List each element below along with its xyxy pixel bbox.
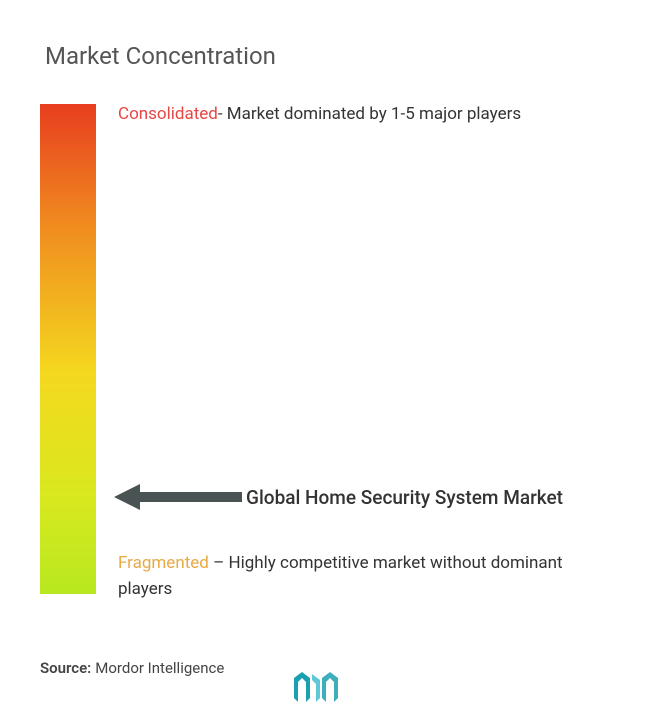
consolidated-label: Consolidated bbox=[118, 104, 218, 124]
concentration-gradient-bar bbox=[40, 104, 96, 594]
market-pointer-row: Global Home Security System Market bbox=[114, 482, 563, 512]
consolidated-desc: - Market dominated by 1-5 major players bbox=[218, 104, 521, 124]
fragmented-row: Fragmented – Highly competitive market w… bbox=[118, 551, 618, 602]
source-value: Mordor Intelligence bbox=[95, 659, 224, 677]
consolidated-row: Consolidated- Market dominated by 1-5 ma… bbox=[118, 102, 618, 128]
source-row: Source: Mordor Intelligence bbox=[40, 659, 224, 677]
arrow-left-icon bbox=[114, 482, 242, 512]
fragmented-label: Fragmented bbox=[118, 553, 209, 573]
chart-title: Market Concentration bbox=[45, 42, 276, 70]
market-name-label: Global Home Security System Market bbox=[246, 486, 563, 509]
mordor-logo-icon bbox=[294, 672, 340, 702]
source-label: Source: bbox=[40, 659, 91, 677]
